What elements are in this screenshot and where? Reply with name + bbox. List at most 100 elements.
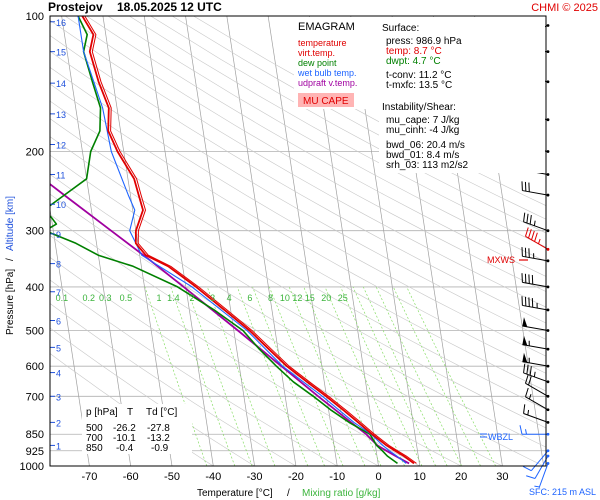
x-axis-label: Temperature [°C] / Mixing ratio [g/kg]	[197, 488, 381, 499]
wind-barb-staff	[525, 396, 549, 411]
srh-03: srh_03: 113 m2/s2	[386, 160, 469, 171]
mixing-ratio-label: 10	[280, 293, 290, 303]
wind-barb-staff	[523, 372, 549, 383]
dry-adiabat	[50, 279, 338, 466]
pressure-tick-label: 925	[26, 446, 44, 458]
table-row-p: 700	[86, 433, 103, 444]
temperature-tick-label: -30	[247, 471, 263, 483]
isotherm	[50, 207, 90, 466]
temperature-tick-label: -70	[81, 471, 97, 483]
isotherm	[61, 16, 132, 466]
wind-barb-base	[546, 449, 550, 453]
wind-barb-base	[546, 247, 550, 251]
wind-barb-staff	[522, 255, 549, 262]
isotherm	[102, 16, 173, 466]
legend-updraft: udpraft v.temp.	[298, 78, 357, 88]
isotherm	[185, 16, 255, 466]
dry-adiabat	[50, 19, 546, 308]
mxws-marker: MXWS	[487, 255, 528, 265]
pressure-tick-label: 500	[26, 326, 44, 338]
legend-title: EMAGRAM	[298, 21, 355, 33]
mixing-ratio-label: 20	[321, 293, 331, 303]
wind-barb-base	[546, 364, 550, 368]
wind-barb-base	[546, 380, 550, 384]
altitude-tick-label: 16	[56, 18, 66, 28]
mixing-ratio-label: 0.2	[82, 293, 95, 303]
wind-barb-feather	[525, 374, 529, 384]
wind-barb-feather	[522, 465, 532, 472]
mixing-ratio-label: 2	[189, 293, 194, 303]
x-axis-label-separator: /	[287, 488, 290, 499]
mixing-ratio-line	[352, 286, 437, 466]
table-row-td: -0.9	[151, 443, 169, 454]
wind-barb-feather	[526, 364, 529, 375]
credit: CHMI © 2025	[531, 2, 598, 14]
altitude-tick-label: 14	[56, 79, 66, 89]
pressure-tick-label: 100	[26, 11, 44, 23]
wind-barb-staff	[522, 190, 549, 196]
parcel-curve	[50, 183, 410, 465]
wind-barb-base	[546, 80, 550, 84]
wbzl-label: WBZL	[488, 432, 513, 442]
y-axis-label-separator: /	[5, 258, 16, 261]
datetime: 18.05.2025 12 UTC	[117, 0, 222, 14]
altitude-tick-label: 6	[56, 317, 61, 327]
isotherm	[226, 16, 297, 466]
mixing-ratio-line	[186, 286, 253, 466]
y-axis-label-pressure: Pressure [hPa]	[5, 269, 16, 335]
table-row-p: 500	[86, 423, 103, 434]
legend-temperature: temperature	[298, 38, 347, 48]
x-axis-label-temperature: Temperature [°C]	[197, 488, 273, 499]
temperature-tick-label: -10	[329, 471, 345, 483]
wind-barb-half-feather	[527, 409, 530, 416]
mixing-ratio-line	[170, 286, 236, 466]
temperature-tick-label: 10	[414, 471, 426, 483]
mixing-ratio-line	[206, 286, 276, 466]
wind-barb-base	[546, 285, 550, 289]
wind-barb-half-feather	[534, 485, 540, 488]
wind-barb-base	[546, 308, 550, 312]
profile-curves	[50, 16, 417, 465]
mixing-ratio-label: 0.3	[99, 293, 112, 303]
wind-barb-staff	[522, 281, 549, 288]
pressure-tick-label: 300	[26, 226, 44, 238]
mixing-ratio-line	[362, 286, 448, 466]
wind-barb-base	[546, 229, 550, 233]
wind-barb-feather	[523, 404, 526, 414]
mu-cape-badge	[298, 93, 354, 107]
dry-adiabat	[64, 16, 546, 292]
dry-adiabat	[50, 35, 546, 324]
altitude-tick-label: 4	[56, 369, 61, 379]
temperature-tick-label: 30	[496, 471, 508, 483]
wind-barb-base	[546, 347, 550, 351]
mixing-ratio-line	[268, 286, 344, 466]
plot-frame	[49, 15, 547, 467]
table-header-p: p [hPa]	[86, 407, 118, 418]
wind-barb-feather	[525, 227, 529, 237]
wind-barb-feather	[528, 376, 532, 386]
wind-barb-feather	[534, 232, 538, 242]
legend-wet-bulb: wet bulb temp.	[297, 68, 357, 78]
t-mxfc: t-mxfc: 13.5 °C	[386, 80, 452, 91]
altitude-tick-label: 11	[56, 170, 65, 180]
wind-barb-base	[546, 193, 550, 197]
wind-barb-base	[546, 24, 550, 27]
temperature-tick-label: -60	[123, 471, 139, 483]
altitude-tick-label: 2	[56, 418, 61, 428]
mixing-ratio-label: 3	[210, 293, 215, 303]
mixing-ratio-line	[340, 286, 423, 466]
wind-barb-feather	[519, 425, 523, 435]
wind-barb-half-feather	[528, 394, 532, 400]
surface-elevation: SFC: 215 m ASL	[529, 487, 596, 497]
x-axis-label-mixing: Mixing ratio [g/kg]	[302, 488, 381, 499]
dry-adiabat	[50, 193, 503, 466]
wind-barb-pennant	[522, 317, 528, 327]
pressure-tick-label: 700	[26, 391, 44, 403]
mixing-ratio-label: 0.1	[56, 293, 69, 303]
altitude-tick-label: 1	[56, 441, 61, 451]
virtual-temperature-curve	[84, 16, 417, 464]
wind-barb-base	[546, 462, 550, 465]
table-row-td: -13.2	[147, 433, 170, 444]
y-axis-label-altitude: Altitude [km]	[5, 196, 16, 251]
